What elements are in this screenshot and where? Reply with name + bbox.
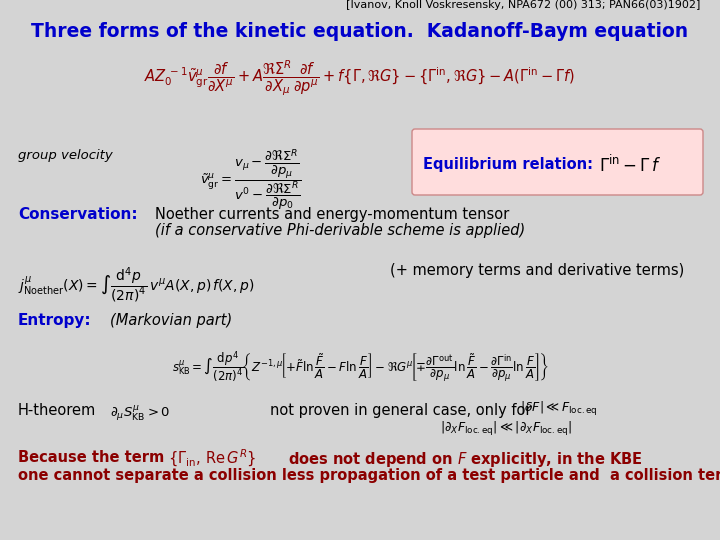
Text: H-theorem: H-theorem bbox=[18, 403, 96, 418]
Text: does not depend on $F$ explicitly, in the KBE: does not depend on $F$ explicitly, in th… bbox=[288, 450, 643, 469]
Text: $\{\Gamma_{\rm in},\, {\rm Re}\, G^R\}$: $\{\Gamma_{\rm in},\, {\rm Re}\, G^R\}$ bbox=[168, 448, 256, 469]
FancyBboxPatch shape bbox=[412, 129, 703, 195]
Text: not proven in general case, only for: not proven in general case, only for bbox=[270, 403, 531, 418]
Text: Because the term: Because the term bbox=[18, 450, 164, 465]
Text: $\Gamma^{\rm in} - \Gamma\, f$: $\Gamma^{\rm in} - \Gamma\, f$ bbox=[598, 154, 662, 176]
Text: $|\delta F| \ll F_{\rm loc.eq}$: $|\delta F| \ll F_{\rm loc.eq}$ bbox=[520, 400, 598, 418]
Text: $\tilde{v}^\mu_{\rm gr} = \dfrac{v_\mu - \dfrac{\partial\Re\Sigma^R}{\partial p_: $\tilde{v}^\mu_{\rm gr} = \dfrac{v_\mu -… bbox=[200, 148, 302, 213]
Text: Equilibrium relation:: Equilibrium relation: bbox=[423, 158, 593, 172]
Text: $|\partial_X F_{\rm loc.eq}| \ll |\partial_X F_{\rm loc.eq}|$: $|\partial_X F_{\rm loc.eq}| \ll |\parti… bbox=[440, 420, 572, 438]
Text: Three forms of the kinetic equation.  Kadanoff-Baym equation: Three forms of the kinetic equation. Kad… bbox=[32, 22, 688, 41]
Text: $AZ_0^{\,-1}\tilde{v}^\mu_{\rm gr}\dfrac{\partial f}{\partial X^\mu}+ A\dfrac{\R: $AZ_0^{\,-1}\tilde{v}^\mu_{\rm gr}\dfrac… bbox=[145, 58, 575, 98]
Text: one cannot separate a collision less propagation of a test particle and  a colli: one cannot separate a collision less pro… bbox=[18, 468, 720, 483]
Text: [Ivanov, Knoll Voskresensky, NPA672 (00) 313; PAN66(03)1902]: [Ivanov, Knoll Voskresensky, NPA672 (00)… bbox=[346, 0, 700, 10]
Text: $j^\mu_{\rm Noether}(X) = \int\dfrac{{\rm d}^4p}{(2\pi)^4}\,v^\mu A(X,p)\,f(X,p): $j^\mu_{\rm Noether}(X) = \int\dfrac{{\r… bbox=[18, 265, 255, 305]
Text: Entropy:: Entropy: bbox=[18, 313, 91, 328]
Text: (Markovian part): (Markovian part) bbox=[110, 313, 233, 328]
Text: group velocity: group velocity bbox=[18, 148, 113, 161]
Text: $s^\mu_{\rm KB} = \int\dfrac{{\rm d}p^4}{(2\pi)^4}\!\left\{Z^{-1,\mu}\!\left[+\t: $s^\mu_{\rm KB} = \int\dfrac{{\rm d}p^4}… bbox=[171, 350, 549, 386]
Text: Noether currents and energy-momentum tensor: Noether currents and energy-momentum ten… bbox=[155, 207, 509, 222]
Text: Conservation:: Conservation: bbox=[18, 207, 138, 222]
Text: $\partial_\mu S^\mu_{\rm KB} > 0$: $\partial_\mu S^\mu_{\rm KB} > 0$ bbox=[110, 403, 170, 423]
Text: (+ memory terms and derivative terms): (+ memory terms and derivative terms) bbox=[390, 263, 684, 278]
Text: (if a conservative Phi-derivable scheme is applied): (if a conservative Phi-derivable scheme … bbox=[155, 223, 526, 238]
